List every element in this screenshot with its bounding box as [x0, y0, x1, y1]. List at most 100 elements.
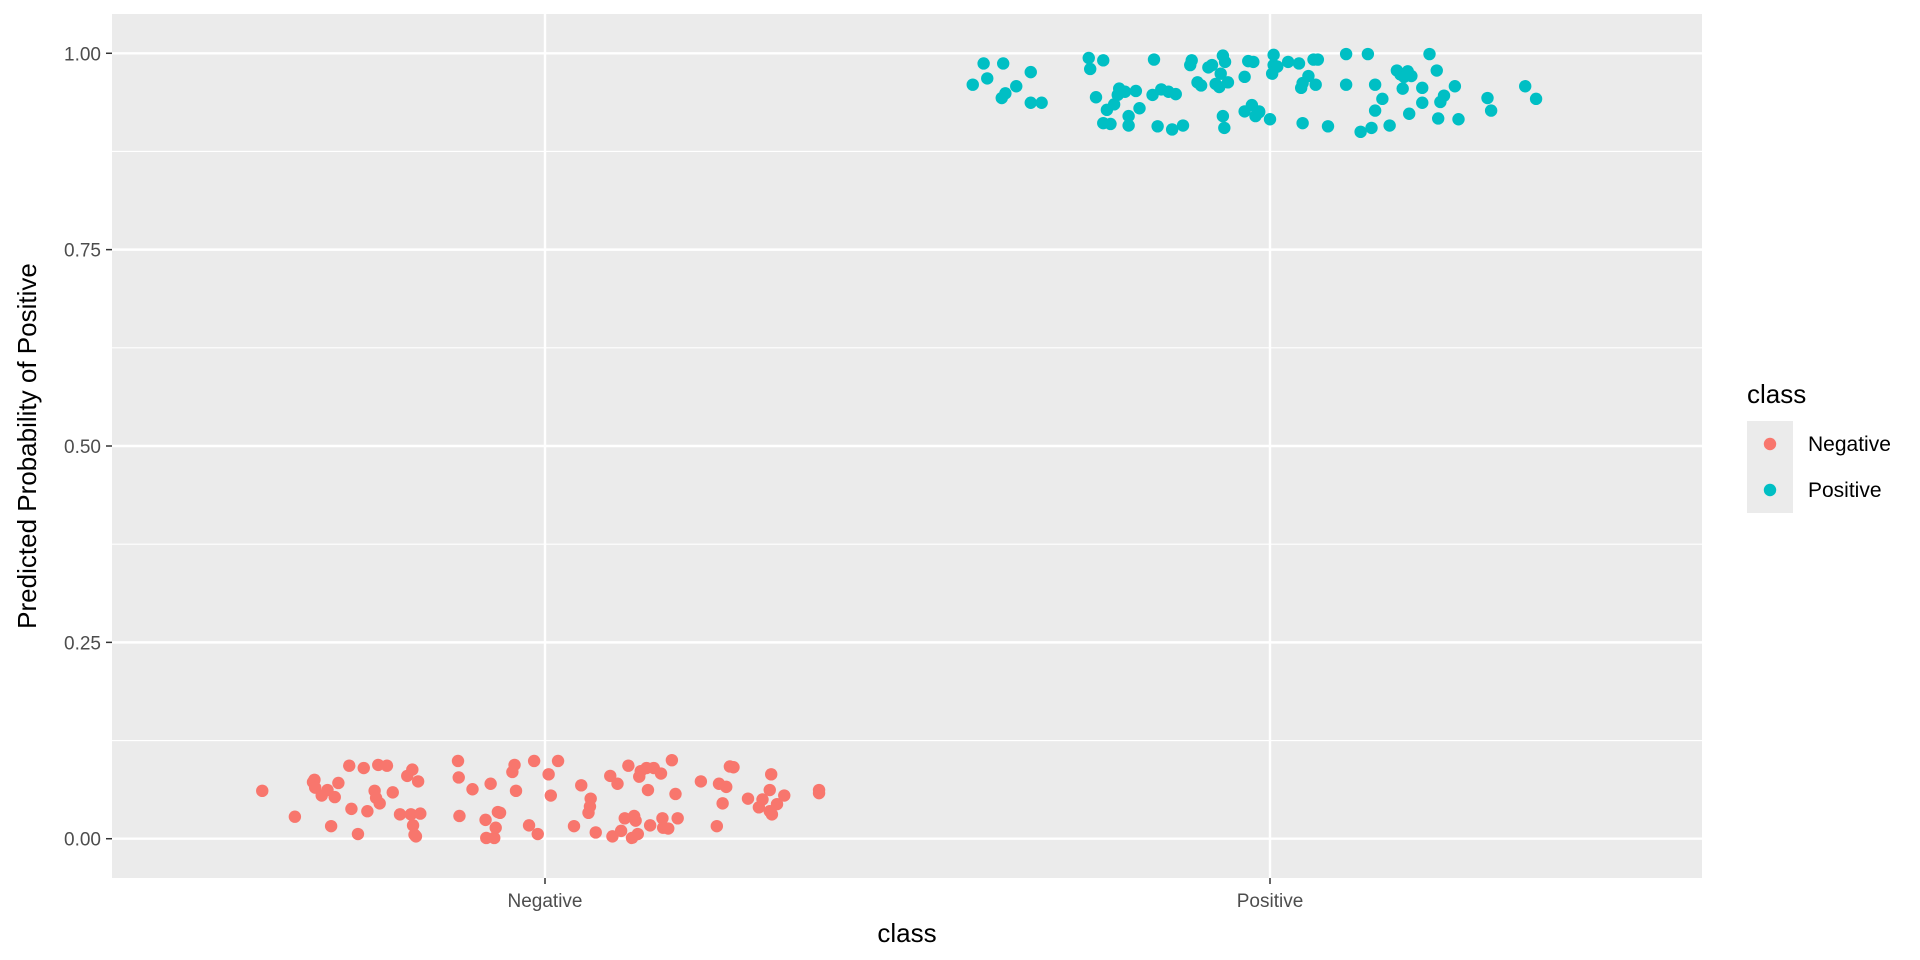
data-point-positive [1292, 57, 1306, 70]
data-point-negative [567, 819, 581, 833]
data-point-negative [332, 776, 345, 790]
y-tick-label: 0.25 [64, 633, 101, 654]
data-point-negative [406, 763, 419, 776]
data-point-positive [1122, 109, 1135, 123]
data-point-negative [404, 808, 418, 821]
data-point-negative [641, 783, 655, 797]
data-point-negative [451, 754, 465, 768]
data-point-positive [997, 57, 1010, 70]
data-points [256, 47, 1543, 845]
data-point-positive [1296, 116, 1309, 130]
data-point-positive [1311, 53, 1325, 66]
legend-title: class [1747, 379, 1806, 409]
y-tick-label: 0.50 [64, 437, 101, 458]
data-point-positive [1104, 117, 1117, 131]
data-point-positive [1416, 96, 1429, 109]
data-point-positive [1271, 60, 1284, 73]
data-point-negative [575, 779, 588, 792]
data-point-negative [618, 812, 631, 825]
y-axis-title: Predicted Probability of Positive [12, 263, 42, 629]
data-point-positive [1309, 78, 1322, 91]
data-point-negative [324, 819, 338, 833]
data-point-negative [671, 812, 684, 825]
data-point-positive [1376, 92, 1389, 106]
data-point-positive [1185, 54, 1198, 67]
data-point-positive [1133, 102, 1146, 115]
data-point-negative [531, 827, 544, 841]
y-axis-ticks: 0.00 0.25 0.50 0.75 1.00 [64, 44, 112, 851]
data-point-positive [1263, 113, 1277, 126]
data-point-negative [611, 777, 624, 790]
y-tick-label: 0.00 [64, 830, 101, 851]
legend-key-dot [1763, 437, 1777, 451]
data-point-negative [508, 758, 521, 772]
data-point-negative [665, 753, 679, 767]
data-point-positive [1151, 120, 1164, 133]
x-tick-label: Negative [508, 891, 583, 912]
data-point-negative [288, 810, 302, 823]
data-point-positive [1529, 92, 1543, 106]
data-point-positive [1205, 58, 1219, 72]
data-point-negative [604, 769, 617, 783]
data-point-positive [1082, 51, 1095, 65]
data-point-positive [1097, 54, 1110, 67]
data-point-negative [351, 827, 365, 841]
y-tick-label: 1.00 [64, 44, 101, 65]
data-point-negative [484, 777, 497, 790]
data-point-negative [765, 808, 779, 821]
data-point-negative [509, 784, 523, 798]
data-point-positive [1089, 91, 1103, 104]
data-point-positive [1084, 62, 1097, 76]
data-point-positive [1216, 109, 1230, 123]
data-point-negative [373, 797, 386, 810]
data-point-negative [643, 819, 657, 832]
data-point-positive [1519, 80, 1532, 93]
data-point-negative [812, 786, 826, 800]
data-point-negative [361, 805, 374, 818]
data-point-negative [584, 792, 597, 805]
data-point-negative [411, 775, 425, 788]
data-point-positive [1176, 119, 1190, 132]
data-point-negative [544, 789, 557, 802]
data-point-positive [1218, 55, 1232, 69]
data-point-negative [589, 826, 602, 839]
data-point-positive [1302, 69, 1315, 83]
data-point-negative [380, 759, 394, 772]
data-point-positive [1147, 53, 1161, 66]
data-point-negative [654, 767, 668, 780]
data-point-negative [256, 784, 269, 798]
data-point-positive [1448, 80, 1462, 93]
data-point-negative [716, 797, 729, 810]
data-point-positive [1118, 85, 1132, 98]
data-point-positive [1432, 112, 1445, 125]
data-point-positive [977, 57, 990, 70]
data-point-positive [1403, 107, 1416, 120]
data-point-positive [1247, 55, 1260, 69]
data-point-negative [551, 754, 565, 768]
data-point-negative [466, 783, 479, 796]
data-point-positive [999, 87, 1012, 100]
data-point-negative [656, 812, 669, 825]
data-point-positive [1218, 121, 1231, 135]
data-point-negative [542, 768, 555, 781]
data-point-positive [1423, 47, 1436, 61]
data-point-positive [1416, 81, 1429, 95]
data-point-negative [393, 808, 407, 821]
data-point-positive [1035, 96, 1048, 109]
data-point-positive [1281, 55, 1295, 69]
data-point-negative [493, 806, 507, 820]
data-point-negative [720, 780, 733, 794]
data-point-positive [1321, 120, 1335, 133]
data-point-positive [1252, 105, 1266, 119]
data-point-positive [1430, 64, 1443, 77]
data-point-negative [770, 797, 784, 811]
data-point-negative [489, 821, 502, 834]
data-point-positive [1129, 84, 1143, 98]
data-point-positive [1396, 82, 1409, 95]
y-tick-label: 0.75 [64, 241, 101, 262]
data-point-positive [1169, 87, 1182, 101]
data-point-negative [328, 790, 341, 804]
legend-label: Positive [1808, 479, 1882, 502]
data-point-positive [1452, 113, 1465, 126]
data-point-negative [409, 830, 423, 843]
